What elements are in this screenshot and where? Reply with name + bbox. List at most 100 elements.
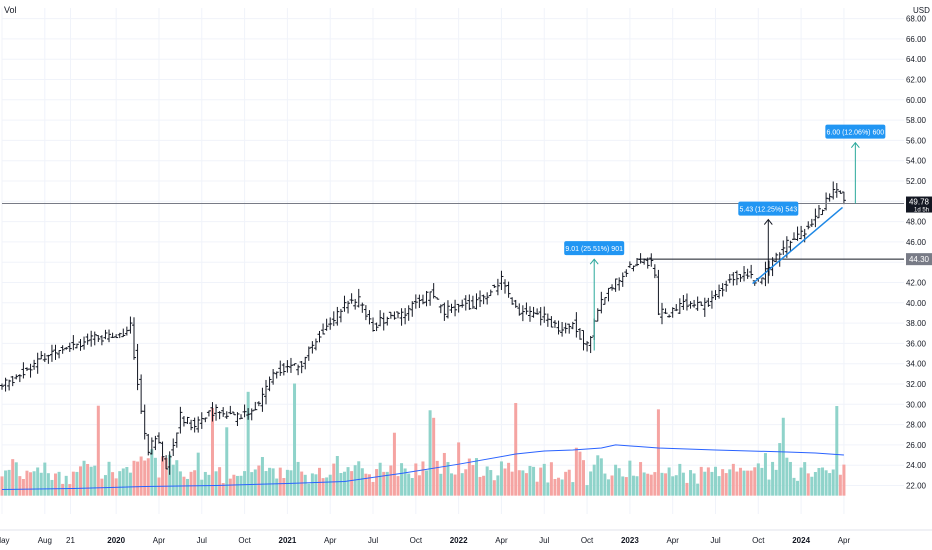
volume-bar (667, 467, 671, 496)
price-bar (185, 416, 190, 424)
volume-bar (549, 462, 553, 496)
volume-bar (146, 458, 150, 496)
volume-bar (310, 473, 314, 496)
price-bar (267, 376, 272, 392)
volume-bar (432, 417, 436, 496)
price-bar (659, 302, 664, 325)
price-bar (117, 332, 122, 339)
volume-bar (225, 427, 229, 496)
volume-bar (153, 457, 157, 496)
price-bar (688, 301, 693, 309)
volume-bar (760, 467, 764, 496)
currency-label[interactable]: USD (913, 6, 930, 15)
level-value: 44.30 (909, 255, 930, 264)
volume-bar (414, 463, 418, 496)
price-bar (449, 303, 454, 313)
volume-bar (599, 458, 603, 496)
vol-label: Vol (4, 5, 17, 15)
price-bar (64, 347, 69, 350)
price-bar (428, 291, 433, 306)
price-bar (285, 360, 290, 373)
measure-label: 6.00 (12.06%) 600 (827, 130, 885, 137)
price-bar (17, 374, 22, 383)
volume-bar (18, 476, 22, 496)
volume-bar (25, 470, 29, 496)
price-tick-label: 56.00 (906, 136, 927, 145)
time-tick-label: May (0, 536, 10, 545)
price-bar (745, 268, 750, 279)
price-bar (531, 306, 536, 318)
price-bar (164, 455, 169, 470)
volume-bar (275, 478, 279, 496)
volume-bar (639, 462, 643, 496)
price-bar (374, 322, 379, 332)
time-tick-label: 21 (66, 536, 75, 545)
price-bar (221, 407, 226, 417)
price-bar (224, 411, 229, 419)
volume-bar (260, 457, 264, 496)
volume-bar (464, 469, 468, 496)
volume-bar (557, 477, 561, 496)
price-bar (627, 261, 632, 268)
volume-bar (735, 471, 739, 496)
volume-bar (774, 469, 778, 496)
measure-label-box (564, 241, 625, 256)
volume-bar (753, 467, 757, 496)
volume-bar (121, 468, 125, 496)
volume-bar (111, 472, 115, 496)
time-axis[interactable]: May Aug 21 2020 Apr Jul Oct 2021 Apr Jul Oct 2022 Ap… (0, 529, 932, 545)
time-tick-label: 2022 (450, 536, 468, 545)
price-bar (809, 218, 814, 228)
price-bar (795, 226, 800, 241)
price-tick-label: 68.00 (906, 15, 927, 24)
price-bar (663, 308, 668, 314)
volume-bar (136, 461, 140, 496)
volume-bar (681, 472, 685, 496)
price-axis[interactable]: 68.00 66.00 64.00 62.00 60.00 58.00 56.00 54.00… (906, 15, 932, 491)
price-bar (71, 335, 76, 351)
volume-bar (296, 461, 300, 496)
price-bar (520, 305, 525, 322)
volume-bar (703, 471, 707, 496)
volume-bar (128, 472, 132, 496)
price-bar (467, 294, 472, 310)
volume-bar (742, 470, 746, 496)
volume-bar (435, 460, 439, 496)
volume-bar (728, 469, 732, 496)
price-bar (214, 404, 219, 421)
price-bar (231, 411, 236, 416)
volume-bar (107, 461, 111, 496)
price-bar (28, 363, 33, 378)
price-bar (74, 343, 79, 349)
price-bar (171, 438, 176, 456)
price-bar (549, 316, 554, 328)
price-bar (563, 322, 568, 334)
volume-bar (685, 482, 689, 496)
volume-bar (524, 473, 528, 496)
price-bar (342, 295, 347, 312)
volume-bar (186, 478, 190, 496)
price-bar (613, 278, 618, 292)
price-bar (577, 328, 582, 340)
price-bar (167, 451, 172, 475)
last-price-value: 49.78 (909, 198, 930, 207)
price-bar (567, 323, 572, 334)
price-bar (435, 297, 440, 300)
time-tick-label: Apr (666, 536, 679, 545)
price-bar (363, 305, 368, 321)
price-bar (706, 297, 711, 307)
price-bar (96, 335, 101, 342)
volume-bar (385, 471, 389, 496)
price-bar (82, 336, 87, 350)
price-bar (10, 375, 15, 387)
volume-bar (799, 467, 803, 496)
volume-bar (507, 462, 511, 496)
chart-drawings[interactable]: 9.01 (25.51%) 901 5.43 (12.25%) 543 6.00 (… (2, 124, 904, 351)
volume-bar (721, 469, 725, 496)
price-bar (24, 367, 29, 371)
volume-bar (68, 484, 72, 496)
volume-bar (806, 473, 810, 496)
price-bar (189, 419, 194, 431)
price-bar (503, 279, 508, 294)
